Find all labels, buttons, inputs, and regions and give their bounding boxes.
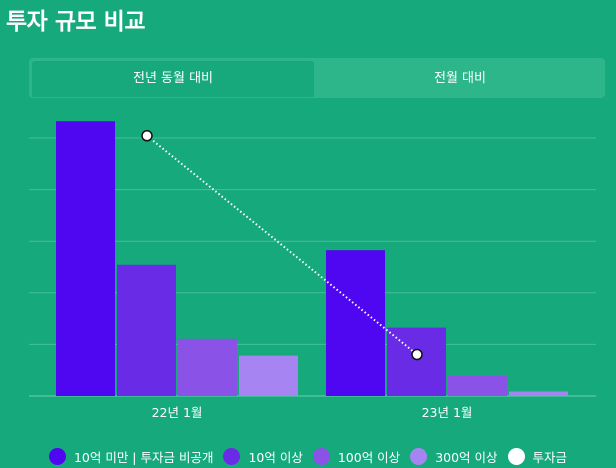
legend-item-investment[interactable]: 투자금 — [507, 447, 568, 466]
bar-1-2 — [117, 264, 176, 396]
x-tick-label: 23년 1월 — [422, 405, 473, 420]
legend-item-over-30b[interactable]: 300억 이상 — [410, 447, 498, 466]
investment-bar-chart: 22년 1월 23년 1월 — [29, 121, 596, 420]
page-title: 투자 규모 비교 — [6, 9, 145, 35]
comparison-tabs: 전년 동월 대비 전월 대비 — [29, 58, 605, 98]
legend-label-investment: 투자금 — [532, 449, 568, 465]
investment-point-2 — [411, 348, 423, 361]
legend-label-over-10b: 100억 이상 — [337, 449, 401, 465]
legend-swatch-under-1b — [48, 447, 66, 465]
legend-swatch-over-30b — [410, 447, 428, 465]
investment-point-1 — [141, 130, 153, 142]
x-tick-label: 22년 1월 — [152, 405, 203, 420]
chart-legend: 10억 미만 | 투자금 비공개 10억 이상 100억 이상 300억 이상 … — [0, 444, 616, 468]
legend-label-over-30b: 300억 이상 — [435, 449, 498, 465]
bar-2-1 — [326, 250, 385, 396]
legend-swatch-investment — [507, 447, 525, 465]
tab-month-over-month[interactable]: 전월 대비 — [434, 71, 486, 86]
legend-item-over-10b[interactable]: 100억 이상 — [312, 447, 401, 466]
legend-item-over-1b[interactable]: 10억 이상 — [223, 447, 303, 466]
bar-2-4 — [509, 391, 568, 396]
bar-2-2 — [387, 327, 446, 396]
legend-label-over-1b: 10억 이상 — [248, 449, 303, 465]
legend-swatch-over-10b — [312, 447, 330, 465]
bar-1-1 — [56, 121, 115, 396]
bar-1-4 — [239, 355, 298, 396]
bar-2-3 — [448, 375, 507, 396]
bar-1-3 — [178, 338, 237, 396]
tab-year-over-year[interactable]: 전년 동월 대비 — [32, 61, 314, 97]
legend-label-under-1b: 10억 미만 | 투자금 비공개 — [73, 449, 214, 465]
legend-item-under-1b[interactable]: 10억 미만 | 투자금 비공개 — [48, 447, 214, 466]
legend-swatch-over-1b — [223, 447, 241, 465]
